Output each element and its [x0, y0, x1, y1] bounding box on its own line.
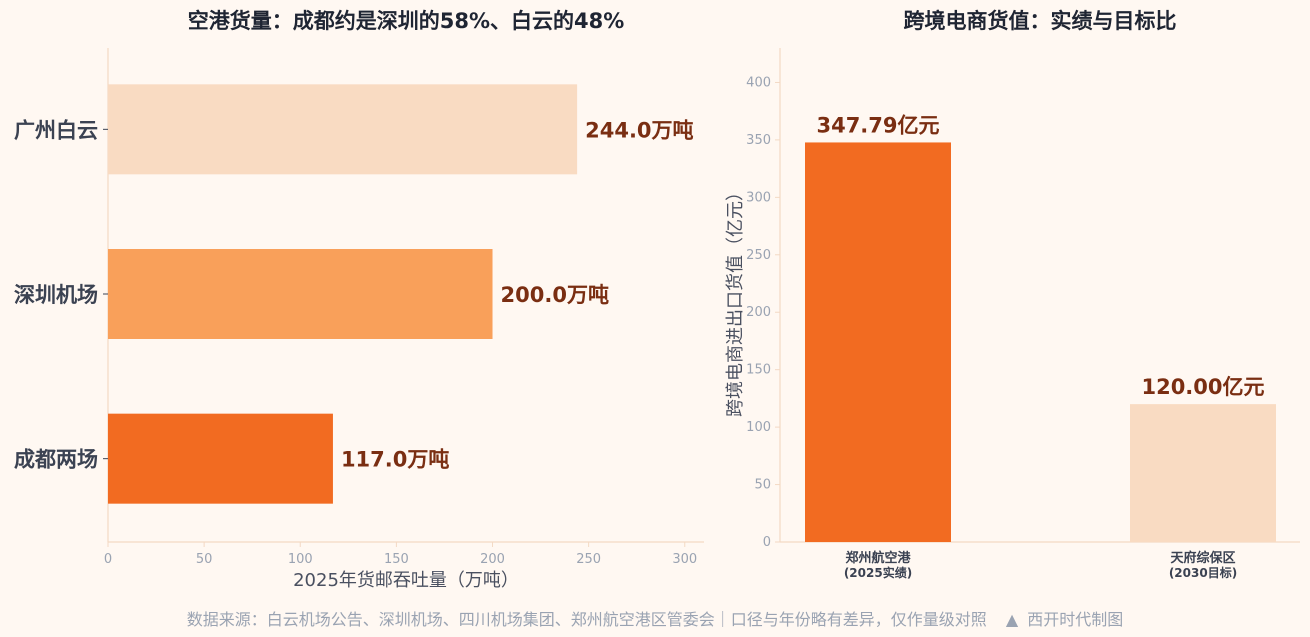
bar [1130, 404, 1276, 542]
y-tick-label: 成都两场 [14, 448, 98, 472]
y-tick-label: 300 [746, 190, 771, 205]
bar [108, 413, 333, 504]
footer-brand: 西开时代制图 [1027, 610, 1124, 629]
data-label: 200.0万吨 [501, 283, 609, 307]
footer-source-text: 数据来源：白云机场公告、深圳机场、四川机场集团、郑州航空港区管委会｜口径与年份略… [186, 610, 987, 629]
y-tick-label: 200 [746, 305, 771, 320]
y-tick-label: 100 [746, 420, 771, 435]
x-tick-label: 150 [384, 552, 409, 567]
chart-title: 跨境电商货值：实绩与目标比 [904, 9, 1177, 33]
data-label: 117.0万吨 [341, 448, 449, 472]
y-tick-label: 0 [763, 535, 771, 550]
y-tick-label: 深圳机场 [14, 283, 98, 307]
data-label: 244.0万吨 [585, 118, 693, 142]
x-tick-label: 0 [104, 552, 112, 567]
bar [108, 84, 578, 175]
ecommerce-value-chart: 跨境电商货值：实绩与目标比 0 50 100 150 200 250 300 350 400 跨境电… [725, 9, 1300, 580]
x-tick-label: 天府综保区 [1170, 550, 1235, 566]
bar [805, 142, 951, 542]
footer: 数据来源：白云机场公告、深圳机场、四川机场集团、郑州航空港区管委会｜口径与年份略… [0, 606, 1310, 630]
cargo-volume-chart: 空港货量：成都约是深圳的58%、白云的48% 0 50 100 150 200 250 300… [14, 9, 704, 591]
x-tick-sublabel: (2025实绩) [844, 565, 912, 580]
y-tick-label: 400 [746, 75, 771, 90]
y-tick-label: 150 [746, 363, 771, 378]
x-tick-label: 郑州航空港 [845, 550, 911, 566]
data-label: 120.00亿元 [1141, 375, 1264, 399]
y-tick-label: 350 [746, 133, 771, 148]
x-tick-label: 50 [196, 552, 213, 567]
x-tick-sublabel: (2030目标) [1169, 565, 1237, 580]
triangle-icon: ▲ [1005, 610, 1019, 629]
y-tick-label: 250 [746, 248, 771, 263]
data-label: 347.79亿元 [816, 113, 939, 137]
y-tick-label: 广州白云 [14, 118, 98, 142]
chart-title: 空港货量：成都约是深圳的58%、白云的48% [188, 9, 625, 33]
x-axis-title: 2025年货邮吞吐量（万吨） [293, 570, 519, 591]
x-tick-label: 200 [480, 552, 505, 567]
bar [108, 249, 493, 339]
x-tick-label: 250 [576, 552, 601, 567]
x-tick-label: 300 [672, 552, 697, 567]
x-tick-label: 100 [288, 552, 313, 567]
y-axis-title: 跨境电商进出口货值（亿元） [725, 183, 746, 417]
y-tick-label: 50 [754, 478, 771, 493]
